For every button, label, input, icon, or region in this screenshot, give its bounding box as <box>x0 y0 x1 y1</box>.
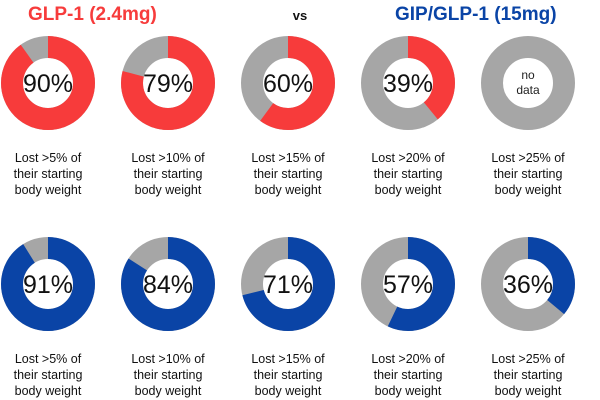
caption-line: Lost >5% of <box>14 352 82 366</box>
caption-line: body weight <box>374 183 442 197</box>
donut-value-arc <box>241 237 335 331</box>
donut-svg: 39% <box>361 36 455 130</box>
donut-caption: Lost >20% of their starting body weight <box>346 150 470 198</box>
donut-glp1-4: 39% Lost >20% of their starting body weight <box>358 33 458 197</box>
donut-glp1-3: 60% Lost >15% of their starting body weight <box>238 33 338 197</box>
donut-value-arc <box>361 237 455 331</box>
donut-value-arc <box>481 237 575 331</box>
caption-line: their starting <box>133 368 203 382</box>
donut-caption: Lost >10% of their starting body weight <box>106 150 230 198</box>
caption-line: body weight <box>254 183 322 197</box>
caption-line: body weight <box>134 384 202 398</box>
caption-line: Lost >10% of <box>131 151 205 165</box>
caption-line: Lost >5% of <box>14 151 82 165</box>
vs-label: vs <box>292 8 308 23</box>
percent-label: 71% <box>263 271 313 299</box>
caption-line: Lost >10% of <box>131 352 205 366</box>
donut-gip-1: 91% Lost >5% of their starting body weight <box>0 234 98 398</box>
donut-caption: Lost >25% of their starting body weight <box>466 150 590 198</box>
caption-line: their starting <box>253 368 323 382</box>
donut-value-arc <box>241 36 335 130</box>
caption-line: body weight <box>134 183 202 197</box>
donut-svg: 36% <box>481 237 575 331</box>
donut-value-arc <box>121 36 215 130</box>
caption-line: their starting <box>13 368 83 382</box>
caption-line: body weight <box>494 183 562 197</box>
caption-line: body weight <box>494 384 562 398</box>
donut-gip-3: 71% Lost >15% of their starting body weight <box>238 234 338 398</box>
caption-line: their starting <box>253 167 323 181</box>
caption-line: Lost >15% of <box>251 352 325 366</box>
donut-caption: Lost >5% of their starting body weight <box>0 150 110 198</box>
caption-line: their starting <box>133 167 203 181</box>
percent-label: 91% <box>23 271 73 299</box>
caption-line: their starting <box>373 368 443 382</box>
donut-gip-2: 84% Lost >10% of their starting body weight <box>118 234 218 398</box>
donut-caption: Lost >10% of their starting body weight <box>106 351 230 399</box>
donut-value-arc <box>1 36 95 130</box>
donut-glp1-2: 79% Lost >10% of their starting body weight <box>118 33 218 197</box>
no-data-label: no <box>521 68 535 82</box>
donut-caption: Lost >5% of their starting body weight <box>0 351 110 399</box>
caption-line: body weight <box>14 183 82 197</box>
gip-glp1-title: GIP/GLP-1 (15mg) <box>395 4 557 25</box>
donut-svg: 91% <box>1 237 95 331</box>
caption-line: their starting <box>493 368 563 382</box>
donut-value-arc <box>1 237 95 331</box>
donut-svg: 57% <box>361 237 455 331</box>
donut-caption: Lost >15% of their starting body weight <box>226 351 350 399</box>
donut-value-arc <box>121 237 215 331</box>
caption-line: body weight <box>374 384 442 398</box>
donut-svg: 60% <box>241 36 335 130</box>
caption-line: their starting <box>13 167 83 181</box>
caption-line: Lost >25% of <box>491 151 565 165</box>
donut-svg: 84% <box>121 237 215 331</box>
donut-caption: Lost >25% of their starting body weight <box>466 351 590 399</box>
glp1-title: GLP-1 (2.4mg) <box>28 4 157 25</box>
caption-line: body weight <box>254 384 322 398</box>
caption-line: body weight <box>14 384 82 398</box>
donut-glp1-1: 90% Lost >5% of their starting body weight <box>0 33 98 197</box>
percent-label: 36% <box>503 271 553 299</box>
caption-line: Lost >15% of <box>251 151 325 165</box>
caption-line: Lost >25% of <box>491 352 565 366</box>
donut-svg: 79% <box>121 36 215 130</box>
percent-label: 90% <box>23 70 73 98</box>
percent-label: 60% <box>263 70 313 98</box>
donut-track <box>481 36 575 130</box>
donut-gip-5: 36% Lost >25% of their starting body weight <box>478 234 578 398</box>
caption-line: Lost >20% of <box>371 352 445 366</box>
percent-label: 84% <box>143 271 193 299</box>
no-data-label: data <box>516 83 540 97</box>
donut-caption: Lost >15% of their starting body weight <box>226 150 350 198</box>
donut-gip-4: 57% Lost >20% of their starting body weight <box>358 234 458 398</box>
donut-svg: 71% <box>241 237 335 331</box>
caption-line: their starting <box>493 167 563 181</box>
donut-caption: Lost >20% of their starting body weight <box>346 351 470 399</box>
donut-value-arc <box>361 36 455 130</box>
caption-line: their starting <box>373 167 443 181</box>
percent-label: 57% <box>383 271 433 299</box>
percent-label: 39% <box>383 70 433 98</box>
donut-svg: 90% <box>1 36 95 130</box>
caption-line: Lost >20% of <box>371 151 445 165</box>
percent-label: 79% <box>143 70 193 98</box>
donut-glp1-5: no data Lost >25% of their starting body wei… <box>478 33 578 197</box>
